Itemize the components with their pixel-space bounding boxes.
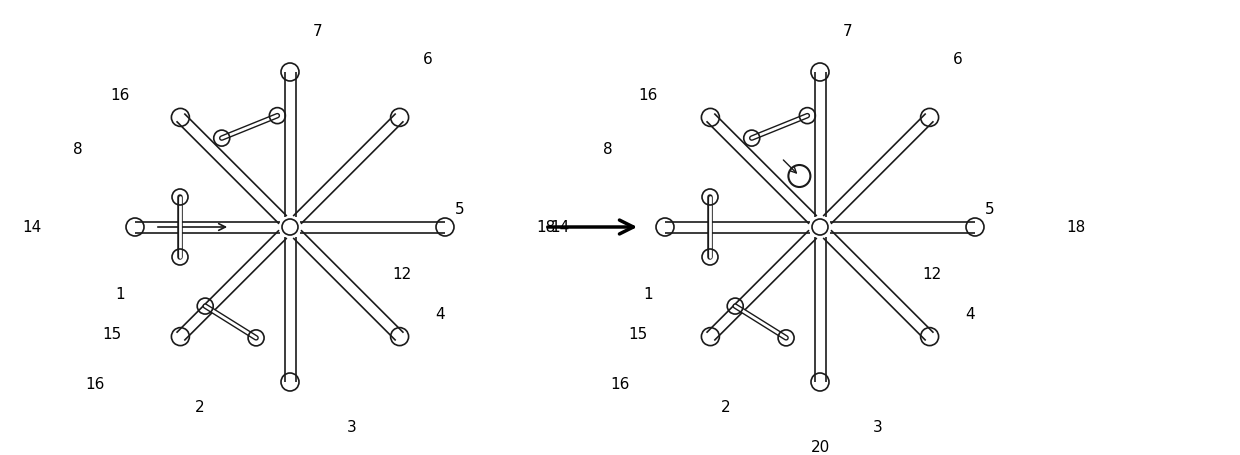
Text: 2: 2 [195,399,205,415]
Text: 15: 15 [103,327,122,342]
Text: 5: 5 [986,202,994,217]
Text: 16: 16 [639,87,657,102]
Text: 15: 15 [629,327,647,342]
Text: 14: 14 [551,220,569,235]
Text: 16: 16 [610,377,630,392]
Text: 1: 1 [115,287,125,302]
Text: 4: 4 [965,307,975,322]
Text: 3: 3 [347,420,357,435]
Text: 7: 7 [843,25,853,40]
Text: 1: 1 [644,287,652,302]
Text: 14: 14 [22,220,42,235]
Text: 12: 12 [923,267,941,282]
Text: 8: 8 [73,142,83,157]
Text: 6: 6 [423,52,433,67]
Text: 4: 4 [435,307,445,322]
Text: 8: 8 [603,142,613,157]
Text: 16: 16 [110,87,130,102]
Text: 16: 16 [86,377,104,392]
Text: 18: 18 [537,220,556,235]
Text: 20: 20 [811,440,830,455]
Text: 2: 2 [722,399,730,415]
Text: 7: 7 [314,25,322,40]
Text: 18: 18 [1066,220,1086,235]
Text: 5: 5 [455,202,465,217]
Text: 6: 6 [954,52,963,67]
Text: 12: 12 [392,267,412,282]
Text: 3: 3 [873,420,883,435]
